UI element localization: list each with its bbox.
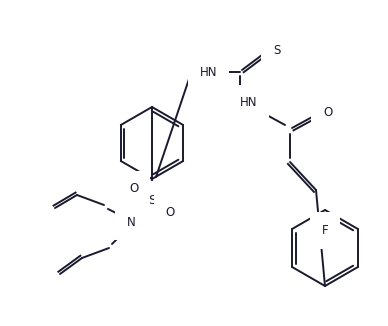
- Text: S: S: [273, 43, 281, 56]
- Text: O: O: [323, 106, 332, 118]
- Text: F: F: [322, 224, 328, 237]
- Text: HN: HN: [240, 96, 258, 110]
- Text: N: N: [126, 215, 135, 229]
- Text: O: O: [129, 183, 139, 196]
- Text: O: O: [165, 206, 175, 219]
- Text: S: S: [148, 195, 156, 208]
- Text: HN: HN: [200, 66, 218, 79]
